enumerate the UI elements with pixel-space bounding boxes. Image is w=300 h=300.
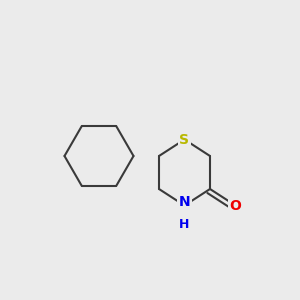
Text: O: O <box>230 199 242 212</box>
Text: N: N <box>179 196 190 209</box>
Text: H: H <box>179 218 190 231</box>
Text: S: S <box>179 133 190 146</box>
